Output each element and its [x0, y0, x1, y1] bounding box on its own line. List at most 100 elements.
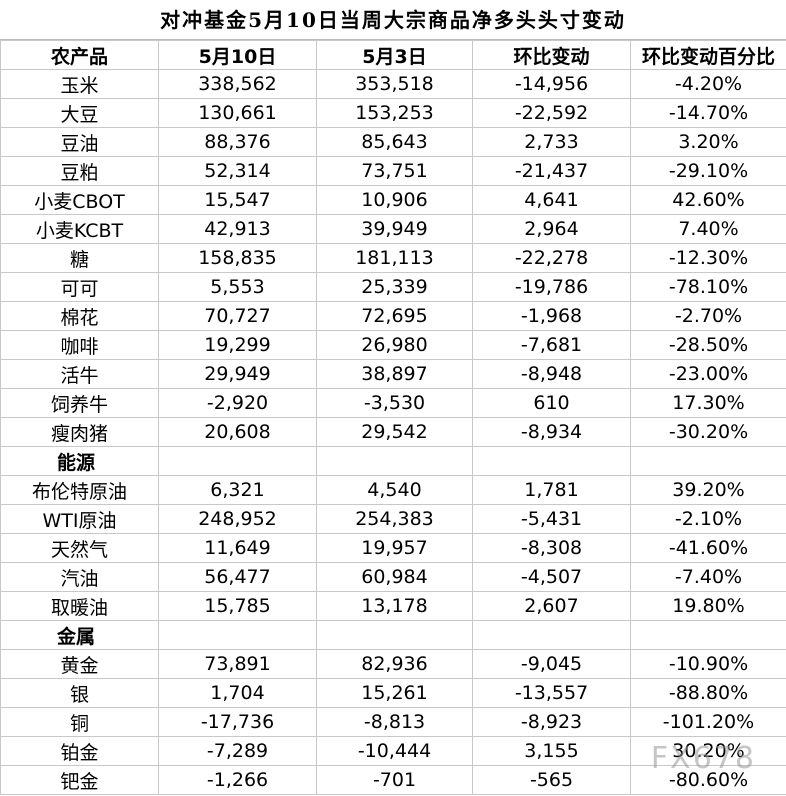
cell: -30.20% — [630, 417, 786, 447]
section-row: 金属 — [0, 620, 786, 650]
section-label: 能源 — [0, 446, 159, 476]
data-row: 棉花 70,727 72,695 -1,968 -2.70% — [0, 301, 786, 331]
cell: -8,813 — [316, 707, 473, 737]
cell: 60,984 — [316, 562, 473, 592]
header-cell: 环比变动百分比 — [630, 40, 786, 70]
cell: 39.20% — [630, 475, 786, 505]
cell: -78.10% — [630, 272, 786, 302]
data-table: 农产品 5月10日 5月3日 环比变动 环比变动百分比 玉米 338,562 353,518-… — [0, 40, 786, 795]
cell: 棉花 — [0, 301, 159, 331]
data-row: 大豆 130,661 153,253 -22,592 -14.70% — [0, 98, 786, 128]
cell: 1,781 — [472, 475, 631, 505]
cell: 大豆 — [0, 98, 159, 128]
cell: -4.20% — [630, 69, 786, 99]
cell: 2,733 — [472, 127, 631, 157]
cell: 布伦特原油 — [0, 475, 159, 505]
cell: -23.00% — [630, 359, 786, 389]
cell: -4,507 — [472, 562, 631, 592]
cell: 钯金 — [0, 765, 159, 795]
cell: 39,949 — [316, 214, 473, 244]
cell: 254,383 — [316, 504, 473, 534]
cell: WTI原油 — [0, 504, 159, 534]
cell: 17.30% — [630, 388, 786, 418]
cell: 19.80% — [630, 591, 786, 621]
cell: 1,704 — [158, 678, 317, 708]
cell: -8,934 — [472, 417, 631, 447]
cell: -8,948 — [472, 359, 631, 389]
cell: 豆粕 — [0, 156, 159, 186]
empty-cell — [158, 620, 317, 650]
empty-cell — [316, 446, 473, 476]
header-cell: 环比变动 — [472, 40, 631, 70]
cell: -8,308 — [472, 533, 631, 563]
cell: 153,253 — [316, 98, 473, 128]
data-row: 银 1,704 15,261 -13,557 -88.80% — [0, 678, 786, 708]
cell: 19,957 — [316, 533, 473, 563]
cell: 7.40% — [630, 214, 786, 244]
cell: -9,045 — [472, 649, 631, 679]
data-row: 活牛 29,949 38,897 -8,948 -23.00% — [0, 359, 786, 389]
section-label: 金属 — [0, 620, 159, 650]
empty-cell — [630, 446, 786, 476]
cell: 20,608 — [158, 417, 317, 447]
data-row: 钯金 -1,266 -701 -565 -80.60% — [0, 765, 786, 795]
cell: -14,956 — [472, 69, 631, 99]
cell: 29,949 — [158, 359, 317, 389]
data-row: 布伦特原油 6,321 4,540 1,781 39.20% — [0, 475, 786, 505]
cell: -21,437 — [472, 156, 631, 186]
data-row: 玉米 338,562 353,518 -14,956 -4.20% — [0, 69, 786, 99]
cell: 15,547 — [158, 185, 317, 215]
cell: 88,376 — [158, 127, 317, 157]
cell: 3.20% — [630, 127, 786, 157]
cell: 汽油 — [0, 562, 159, 592]
cell: -10.90% — [630, 649, 786, 679]
cell: 72,695 — [316, 301, 473, 331]
cell: -29.10% — [630, 156, 786, 186]
cell: 610 — [472, 388, 631, 418]
cell: -22,278 — [472, 243, 631, 273]
cell: 饲养牛 — [0, 388, 159, 418]
cell: -41.60% — [630, 533, 786, 563]
cell: 瘦肉猪 — [0, 417, 159, 447]
cell: -22,592 — [472, 98, 631, 128]
cell: 小麦CBOT — [0, 185, 159, 215]
cell: -7,289 — [158, 736, 317, 766]
data-row: 汽油 56,477 60,984 -4,507 -7.40% — [0, 562, 786, 592]
cell: -19,786 — [472, 272, 631, 302]
cell: -101.20% — [630, 707, 786, 737]
cell: -88.80% — [630, 678, 786, 708]
empty-cell — [158, 446, 317, 476]
data-row: 饲养牛 -2,920 -3,530 610 17.30% — [0, 388, 786, 418]
cell: 38,897 — [316, 359, 473, 389]
cell: 158,835 — [158, 243, 317, 273]
cell: 4,641 — [472, 185, 631, 215]
cell: 56,477 — [158, 562, 317, 592]
cell: -80.60% — [630, 765, 786, 795]
data-row: 铂金 -7,289 -10,444 3,155 30.20% — [0, 736, 786, 766]
cell: 活牛 — [0, 359, 159, 389]
cell: -2,920 — [158, 388, 317, 418]
cell: 2,607 — [472, 591, 631, 621]
cell: 130,661 — [158, 98, 317, 128]
cell: 30.20% — [630, 736, 786, 766]
cell: -1,968 — [472, 301, 631, 331]
cell: 42.60% — [630, 185, 786, 215]
header-cell: 5月3日 — [316, 40, 473, 70]
cell: 银 — [0, 678, 159, 708]
watermark: FX678 — [650, 741, 756, 776]
cell: -17,736 — [158, 707, 317, 737]
cell: 11,649 — [158, 533, 317, 563]
cell: 353,518 — [316, 69, 473, 99]
title: 对冲基金5月10日当周大宗商品净多头头寸变动 — [0, 0, 786, 40]
data-row: 天然气 11,649 19,957 -8,308 -41.60% — [0, 533, 786, 563]
cell: 25,339 — [316, 272, 473, 302]
cell: 3,155 — [472, 736, 631, 766]
data-row: 取暖油 15,785 13,178 2,607 19.80% — [0, 591, 786, 621]
cell: 248,952 — [158, 504, 317, 534]
cell: 73,751 — [316, 156, 473, 186]
data-row: 豆油 88,376 85,643 2,733 3.20% — [0, 127, 786, 157]
data-row: 豆粕 52,314 73,751 -21,437 -29.10% — [0, 156, 786, 186]
cell: -7,681 — [472, 330, 631, 360]
cell: 玉米 — [0, 69, 159, 99]
data-row: 糖 158,835 181,113 -22,278 -12.30% — [0, 243, 786, 273]
